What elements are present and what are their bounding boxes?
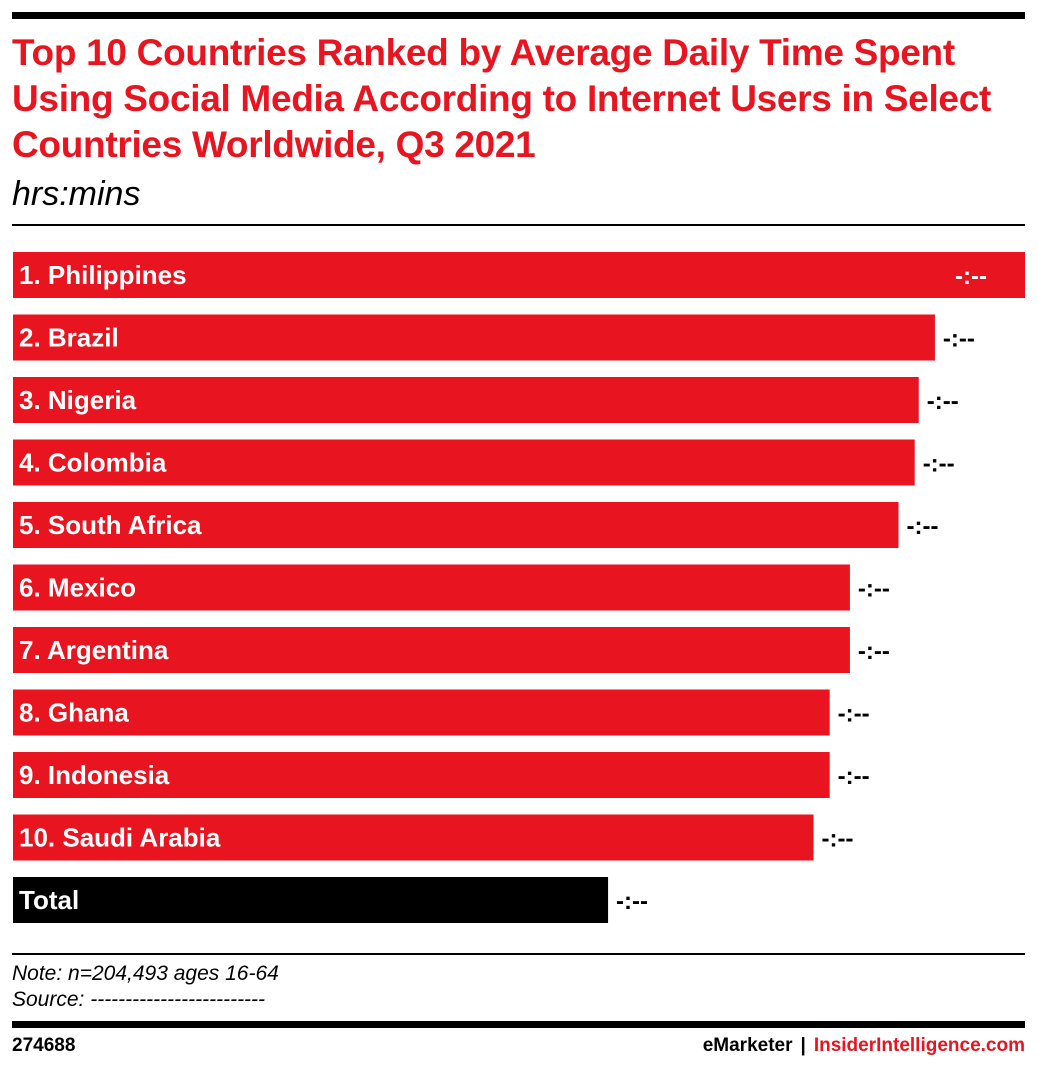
value-label-10-saudi-arabia: -:-- (821, 826, 853, 853)
bar-label-5-south-africa: 5. South Africa (19, 510, 202, 540)
source-text: Source: ------------------------- (12, 988, 266, 1011)
brand-separator: | (800, 1035, 806, 1056)
brand-credits: eMarketer | InsiderIntelligence.com (703, 1034, 1025, 1058)
value-label-3-nigeria: -:-- (927, 388, 959, 415)
top-rule (12, 12, 1025, 19)
note-text: Note: n=204,493 ages 16-64 (12, 962, 279, 985)
bar-1-philippines (13, 252, 1025, 298)
chart-subtitle: hrs:mins (12, 175, 141, 213)
bar-label-4-colombia: 4. Colombia (19, 448, 167, 478)
value-label-7-argentina: -:-- (858, 638, 890, 665)
bar-label-7-argentina: 7. Argentina (19, 635, 169, 665)
bar-label-8-ghana: 8. Ghana (19, 698, 129, 728)
chart-title: Top 10 Countries Ranked by Average Daily… (12, 32, 992, 165)
bar-label-total: Total (19, 885, 79, 915)
value-label-8-ghana: -:-- (838, 701, 870, 728)
value-label-2-brazil: -:-- (943, 326, 975, 353)
bar-6-mexico (13, 564, 850, 611)
bar-label-10-saudi-arabia: 10. Saudi Arabia (19, 823, 221, 853)
header-divider (12, 224, 1025, 226)
bar-3-nigeria (13, 377, 919, 423)
bar-label-1-philippines: 1. Philippines (19, 260, 187, 290)
bar-label-3-nigeria: 3. Nigeria (19, 385, 137, 415)
footer-divider (12, 953, 1025, 955)
value-label-1-philippines: -:-- (955, 263, 987, 290)
value-label-total: -:-- (616, 888, 648, 915)
bar-label-6-mexico: 6. Mexico (19, 573, 136, 603)
bar-9-indonesia (13, 752, 830, 798)
bar-4-colombia (13, 439, 915, 486)
value-label-4-colombia: -:-- (923, 451, 955, 478)
brand-emarketer: eMarketer (702, 1035, 793, 1056)
bar-total (13, 877, 609, 923)
bar-10-saudi-arabia (13, 814, 814, 861)
chart-id: 274688 (12, 1035, 76, 1056)
bottom-rule (12, 1021, 1025, 1028)
bar-2-brazil (13, 314, 935, 361)
chart-notes: Note: n=204,493 ages 16-64 Source: -----… (12, 961, 279, 1013)
value-label-9-indonesia: -:-- (838, 763, 870, 790)
bar-label-2-brazil: 2. Brazil (19, 323, 119, 353)
bar-label-9-indonesia: 9. Indonesia (19, 760, 170, 790)
value-label-6-mexico: -:-- (858, 576, 890, 603)
bar-7-argentina (13, 627, 850, 673)
bar-5-south-africa (13, 502, 899, 548)
bar-8-ghana (13, 689, 830, 736)
value-label-5-south-africa: -:-- (907, 513, 939, 540)
brand-insider-intelligence-link[interactable]: InsiderIntelligence.com (813, 1035, 1025, 1056)
